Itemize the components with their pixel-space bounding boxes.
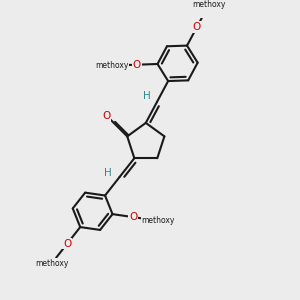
Text: O: O [133, 60, 141, 70]
Text: methoxy: methoxy [141, 216, 175, 225]
Text: O: O [129, 212, 137, 222]
Text: O: O [63, 238, 71, 248]
Text: H: H [104, 168, 112, 178]
Text: methoxy: methoxy [35, 259, 68, 268]
Text: methoxy: methoxy [192, 1, 225, 10]
Text: methoxy: methoxy [95, 61, 128, 70]
Text: O: O [193, 22, 201, 32]
Text: H: H [143, 92, 151, 101]
Text: O: O [102, 111, 111, 121]
